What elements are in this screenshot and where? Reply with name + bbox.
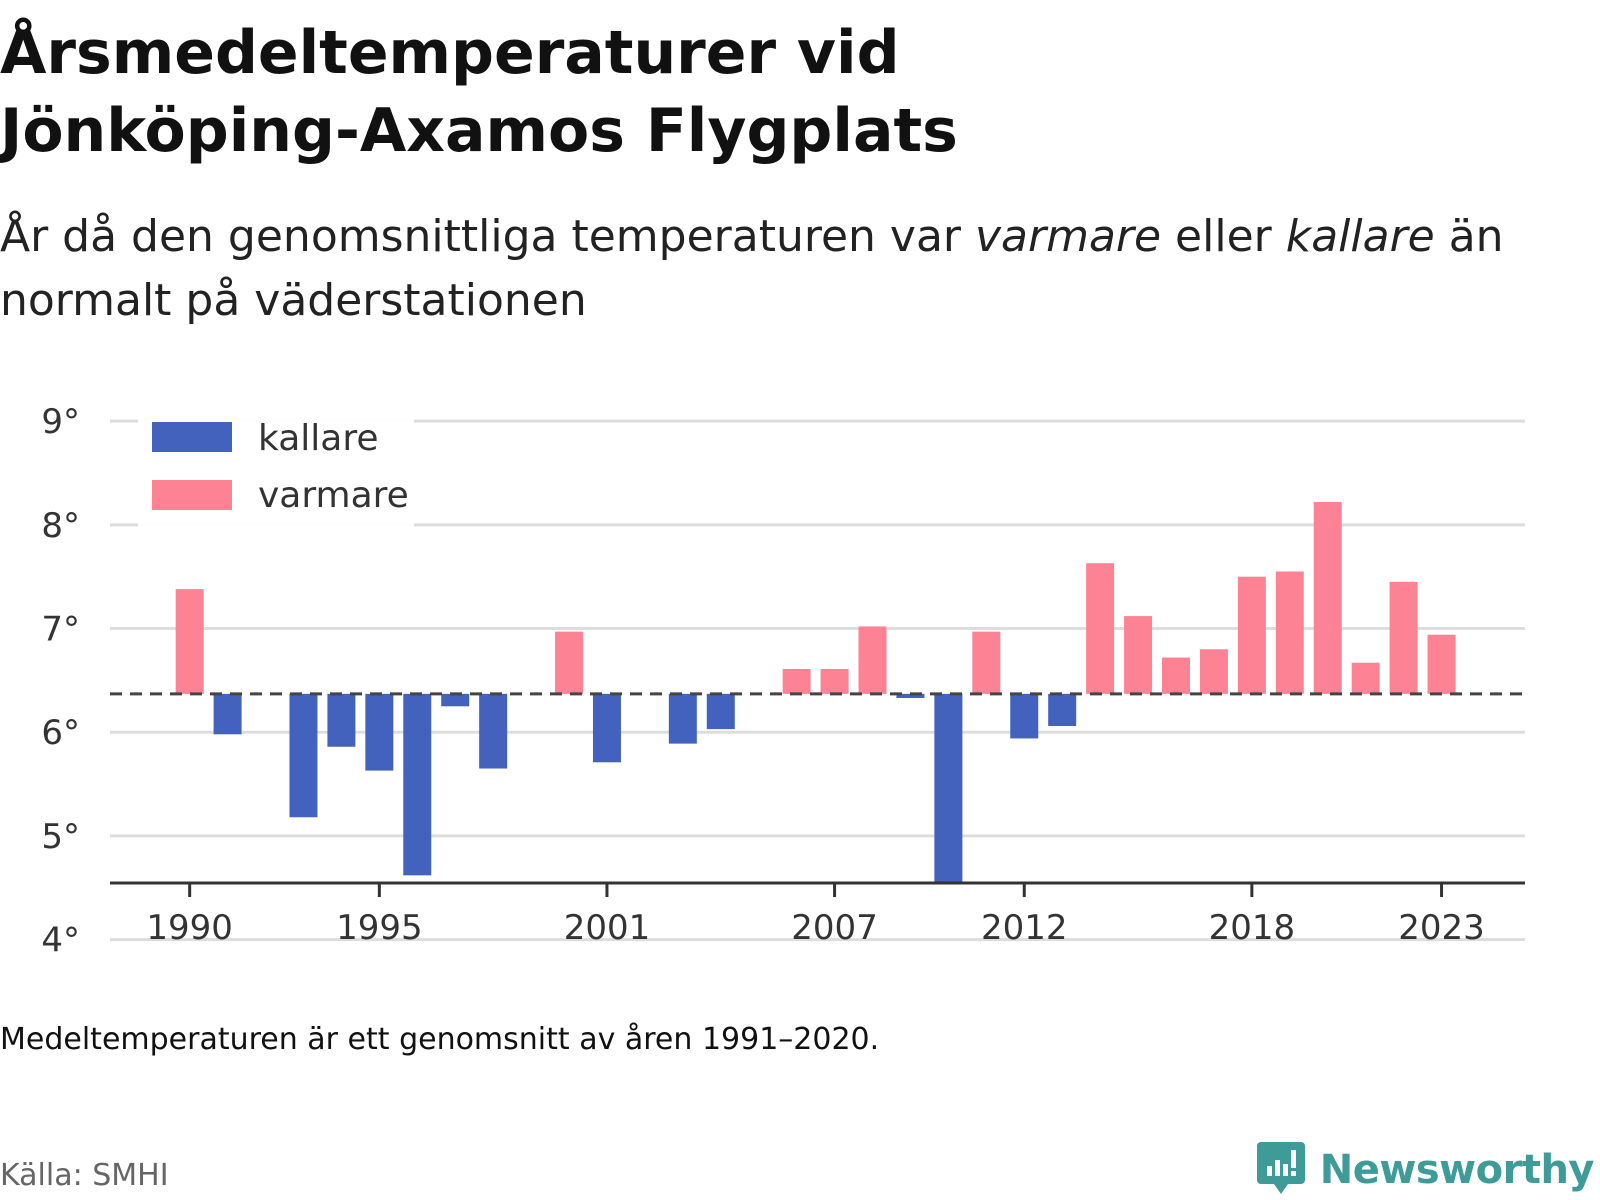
- bar-2003: [668, 693, 697, 744]
- chart-subtitle: År då den genomsnittliga temperaturen va…: [0, 205, 1560, 333]
- bar-2009: [896, 693, 925, 698]
- x-tick-label: 1990: [146, 908, 233, 948]
- bar-1991: [213, 693, 242, 735]
- bar-2016: [1161, 657, 1190, 694]
- bar-2004: [706, 693, 735, 730]
- bar-1995: [365, 693, 394, 771]
- subtitle-em-kallare: kallare: [1285, 211, 1435, 262]
- x-tick-label: 2012: [981, 908, 1068, 948]
- bar-2020: [1313, 502, 1342, 694]
- y-tick-label: 4°: [41, 921, 80, 961]
- subtitle-part-3: än normalt på väderstationen: [0, 211, 1504, 326]
- bar-2008: [858, 626, 887, 694]
- brand-name: Newsworthy: [1319, 1147, 1595, 1193]
- x-tick-label: 2018: [1209, 908, 1296, 948]
- legend-swatch-varmare: [152, 480, 232, 510]
- bar-2001: [592, 693, 621, 763]
- bar-2013: [1048, 693, 1077, 726]
- legend: kallare varmare: [138, 412, 414, 534]
- legend-label-varmare: varmare: [258, 475, 409, 516]
- title-line-1: Årsmedeltemperaturer vid: [0, 18, 900, 88]
- source-label: Källa: SMHI: [0, 1158, 169, 1193]
- bar-2019: [1275, 571, 1304, 694]
- legend-swatch-kallare: [152, 422, 232, 452]
- bar-2017: [1199, 649, 1228, 694]
- x-tick-label: 1995: [336, 908, 423, 948]
- bar-2006: [782, 668, 811, 694]
- subtitle-em-varmare: varmare: [974, 211, 1162, 262]
- chart-title: Årsmedeltemperaturer vid Jönköping-Axamo…: [0, 14, 1000, 170]
- x-tick-label: 2007: [791, 908, 878, 948]
- chart-logo-icon: [1256, 1140, 1306, 1200]
- x-tick-label: 2001: [564, 908, 651, 948]
- x-axis-ticks: 1990 1995 2001 2007 2012 2018 2023: [146, 883, 1485, 948]
- temperature-bar-chart: 4° 5° 6° 7° 8° 9° 1990 1995 2001 2007 2012 2018 202…: [41, 402, 1525, 961]
- bar-2015: [1124, 616, 1153, 694]
- bar-1990: [175, 589, 204, 694]
- y-axis-labels: 4° 5° 6° 7° 8° 9°: [41, 402, 80, 961]
- bar-1994: [327, 693, 356, 747]
- bar-1996: [403, 693, 432, 876]
- bar-2011: [972, 631, 1001, 694]
- bar-1997: [441, 693, 470, 707]
- subtitle-part-2: eller: [1161, 211, 1286, 262]
- subtitle-part-1: År då den genomsnittliga temperaturen va…: [0, 211, 975, 262]
- bar-2022: [1389, 581, 1418, 694]
- bar-2007: [820, 668, 849, 694]
- bar-2012: [1010, 693, 1039, 739]
- bar-2023: [1427, 634, 1456, 694]
- bar-2000: [555, 631, 584, 694]
- bar-2018: [1237, 576, 1266, 694]
- bar-2010: [934, 693, 963, 884]
- footnote: Medeltemperaturen är ett genomsnitt av å…: [0, 1022, 880, 1057]
- y-tick-label: 8°: [41, 506, 80, 546]
- y-tick-label: 9°: [41, 402, 80, 442]
- x-tick-label: 2023: [1398, 908, 1485, 948]
- title-line-2: Jönköping-Axamos Flygplats: [0, 96, 958, 166]
- bar-2021: [1351, 662, 1380, 694]
- legend-label-kallare: kallare: [258, 418, 379, 459]
- y-tick-label: 6°: [41, 713, 80, 753]
- y-tick-label: 5°: [41, 817, 80, 857]
- bar-1993: [289, 693, 318, 818]
- bars: [175, 502, 1456, 884]
- newsworthy-logo[interactable]: Newsworthy: [1256, 1140, 1595, 1200]
- bar-2014: [1086, 563, 1115, 694]
- y-tick-label: 7°: [41, 610, 80, 650]
- bar-1998: [479, 693, 508, 769]
